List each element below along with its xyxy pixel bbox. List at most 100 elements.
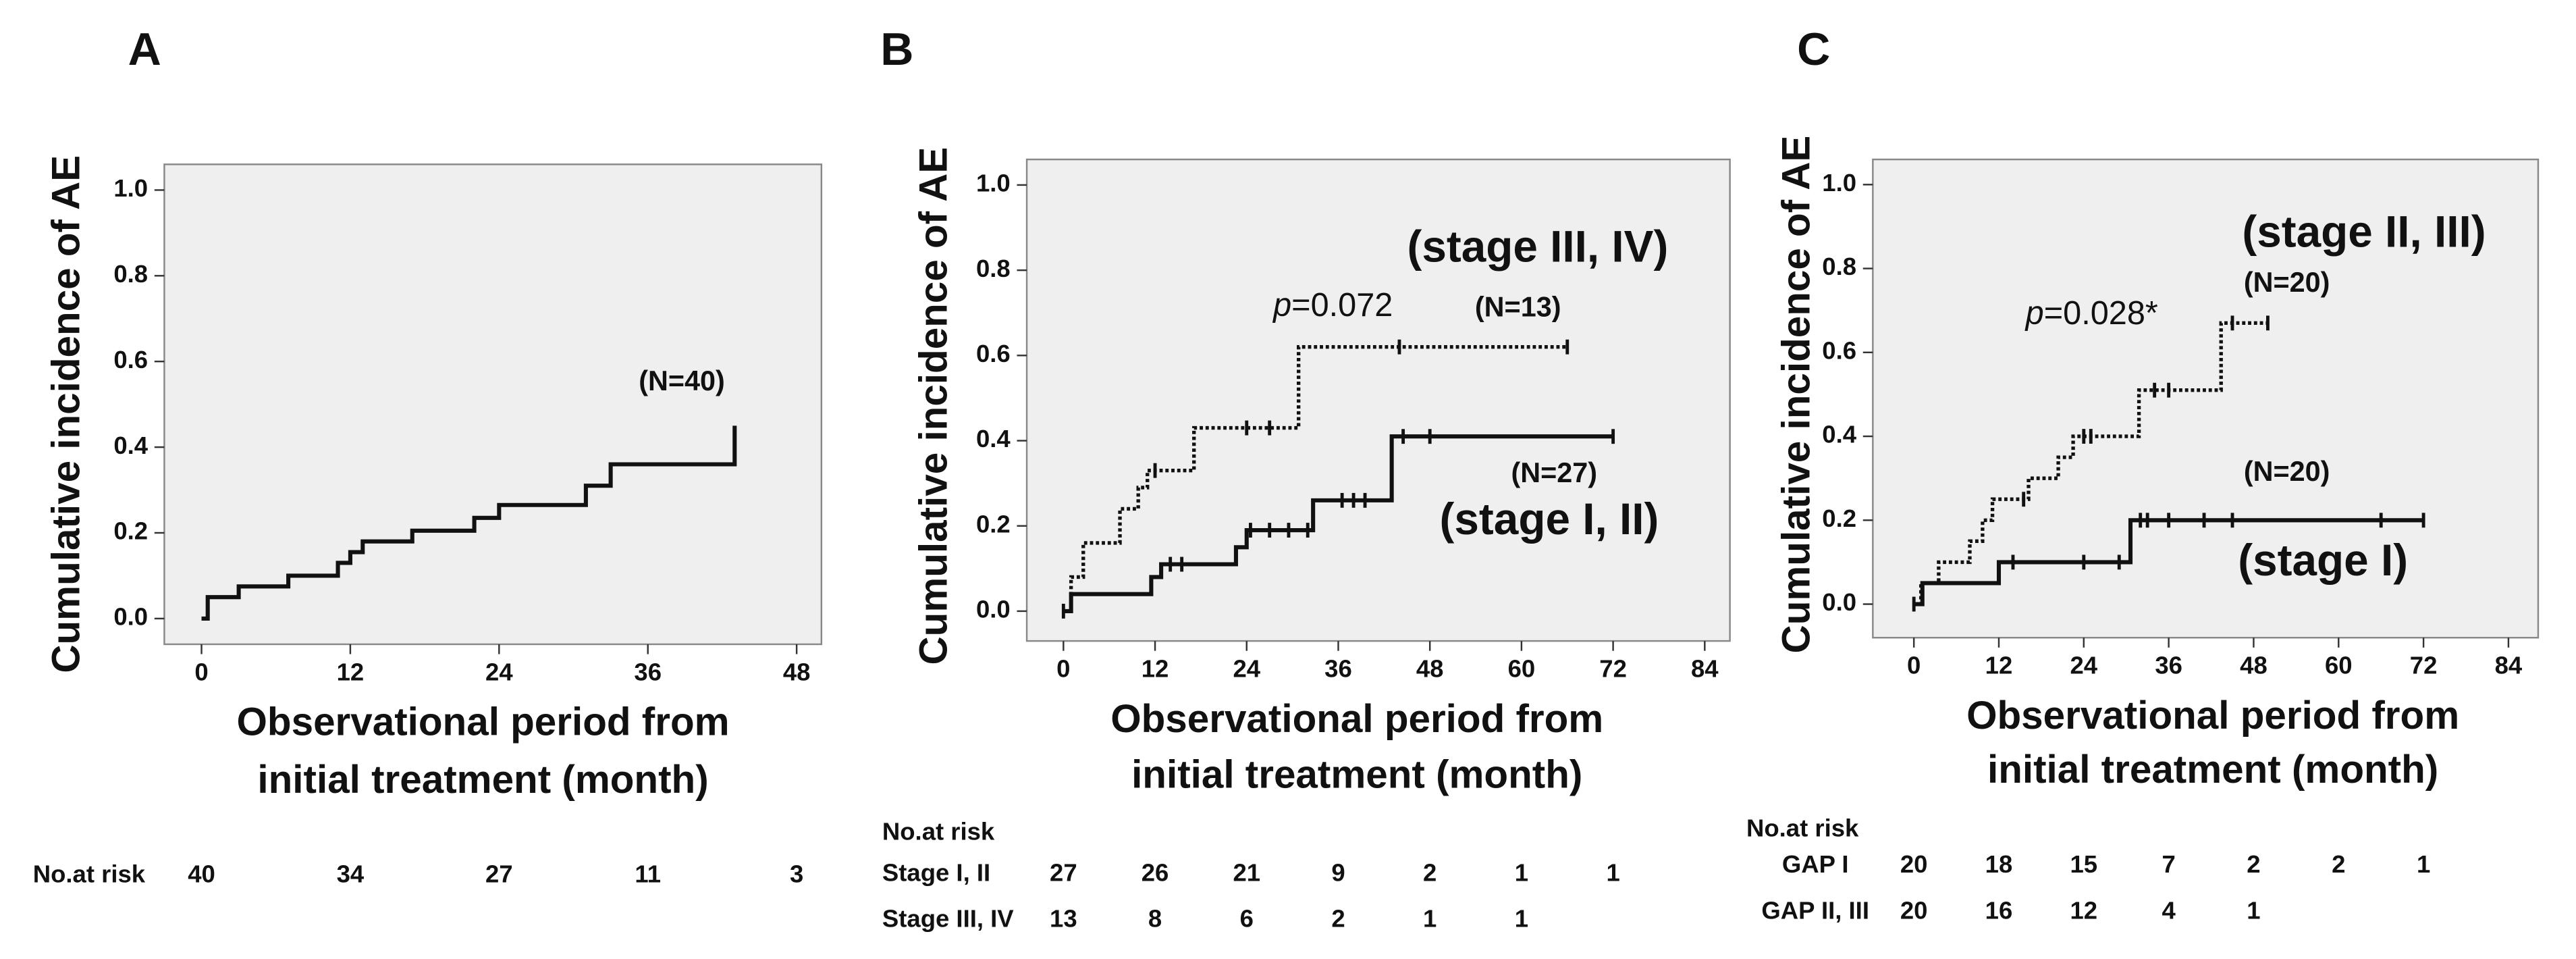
risk-count: 4 (2162, 896, 2176, 924)
risk-count: 1 (1515, 858, 1528, 886)
y-axis-label: Cumulative incidence of AE (1774, 136, 1818, 654)
y-tick-label: 0.4 (113, 432, 148, 459)
risk-row-label: GAP II, III (1761, 896, 1869, 924)
p-value: p=0.072 (1272, 287, 1393, 323)
y-tick-label: 0.0 (1822, 588, 1856, 616)
x-tick-label: 24 (1233, 655, 1260, 683)
x-tick-label: 36 (1324, 655, 1352, 683)
risk-count: 21 (1233, 858, 1260, 886)
risk-count: 1 (1515, 904, 1528, 932)
x-tick-label: 0 (1056, 655, 1070, 683)
risk-count: 40 (188, 860, 215, 888)
x-tick-label: 60 (2325, 652, 2353, 679)
x-axis-label: Observational period from (1966, 694, 2459, 737)
x-axis-label: Observational period from (237, 700, 730, 744)
risk-count: 18 (1985, 850, 2013, 878)
n-label: (N=20) (2244, 267, 2330, 298)
risk-count: 12 (2070, 896, 2098, 924)
x-axis-label: Observational period from (1110, 697, 1603, 741)
step-line (1914, 321, 2268, 606)
n-label: (N=27) (1511, 457, 1597, 488)
x-tick-label: 12 (1985, 652, 2013, 679)
panel-label: B (880, 24, 913, 75)
risk-title: No.at risk (882, 817, 995, 845)
x-tick-label: 48 (2240, 652, 2268, 679)
y-axis-label: Cumulative incidence of AE (912, 147, 956, 665)
risk-row-label: GAP I (1782, 850, 1849, 878)
risk-count: 20 (1900, 896, 1928, 924)
risk-count: 8 (1148, 904, 1162, 932)
y-tick-label: 1.0 (1822, 169, 1856, 197)
n-label: (N=13) (1475, 291, 1561, 322)
y-tick-label: 0.0 (113, 603, 148, 631)
risk-count: 11 (635, 860, 661, 888)
y-tick-label: 0.6 (1822, 336, 1856, 364)
y-tick-label: 0.2 (113, 517, 148, 545)
x-tick-label: 72 (2410, 652, 2438, 679)
y-tick-label: 0.0 (976, 596, 1011, 623)
n-label: (N=20) (2244, 456, 2330, 487)
x-tick-label: 0 (1907, 652, 1921, 679)
y-tick-label: 0.6 (976, 340, 1011, 367)
plot-area (1872, 158, 2540, 639)
y-tick-label: 0.8 (1822, 253, 1856, 280)
risk-title: No.at risk (1746, 814, 1859, 842)
x-axis-label: initial treatment (month) (257, 758, 708, 802)
x-axis-label: initial treatment (month) (1987, 748, 2438, 792)
x-axis-label: initial treatment (month) (1131, 753, 1582, 797)
risk-count: 1 (2247, 896, 2260, 924)
risk-count: 26 (1142, 858, 1169, 886)
risk-count: 2 (2247, 850, 2260, 878)
p-symbol: p (1272, 287, 1291, 323)
p-symbol: p (2024, 295, 2044, 332)
panel-label: C (1797, 24, 1830, 75)
x-tick-label: 60 (1508, 655, 1536, 683)
x-tick-label: 0 (194, 658, 208, 685)
x-tick-label: 24 (2070, 652, 2098, 679)
risk-count: 1 (2417, 850, 2430, 878)
y-tick-label: 0.4 (976, 425, 1011, 452)
risk-count: 20 (1900, 850, 1928, 878)
panel-label: A (128, 24, 161, 75)
y-tick-label: 0.8 (113, 260, 148, 288)
y-tick-label: 1.0 (976, 170, 1011, 197)
group-label: (stage III, IV) (1407, 222, 1668, 271)
y-tick-label: 0.4 (1822, 421, 1856, 448)
risk-count: 1 (1423, 904, 1437, 932)
plot-area (163, 163, 823, 646)
plot-area (1025, 158, 1731, 642)
risk-count: 27 (1050, 858, 1077, 886)
group-label: (stage I, II) (1440, 494, 1659, 544)
x-tick-label: 84 (2495, 652, 2523, 679)
risk-count: 2 (1423, 858, 1437, 886)
risk-title: No.at risk (33, 860, 146, 888)
risk-count: 16 (1985, 896, 2013, 924)
risk-count: 2 (1331, 904, 1345, 932)
p-text: =0.072 (1291, 287, 1393, 323)
x-tick-label: 12 (1142, 655, 1169, 683)
y-tick-label: 1.0 (113, 174, 148, 202)
risk-count: 7 (2162, 850, 2175, 878)
x-tick-label: 36 (634, 658, 662, 685)
step-line (1914, 518, 2424, 606)
group-label: (stage II, III) (2242, 207, 2486, 256)
risk-count: 27 (485, 860, 513, 888)
risk-count: 15 (2070, 850, 2098, 878)
risk-count: 13 (1050, 904, 1077, 932)
x-tick-label: 72 (1599, 655, 1627, 683)
risk-count: 34 (337, 860, 365, 888)
y-tick-label: 0.2 (1822, 504, 1856, 532)
x-tick-label: 48 (783, 658, 811, 685)
x-tick-label: 12 (337, 658, 365, 685)
risk-count: 2 (2332, 850, 2345, 878)
step-line (201, 425, 737, 621)
risk-row-label: Stage III, IV (882, 904, 1014, 932)
risk-count: 3 (790, 860, 803, 888)
p-text: =0.028* (2044, 295, 2158, 332)
x-tick-label: 36 (2155, 652, 2182, 679)
x-tick-label: 24 (485, 658, 513, 685)
y-tick-label: 0.2 (976, 510, 1011, 538)
y-tick-label: 0.6 (113, 346, 148, 373)
p-value: p=0.028* (2024, 295, 2158, 332)
